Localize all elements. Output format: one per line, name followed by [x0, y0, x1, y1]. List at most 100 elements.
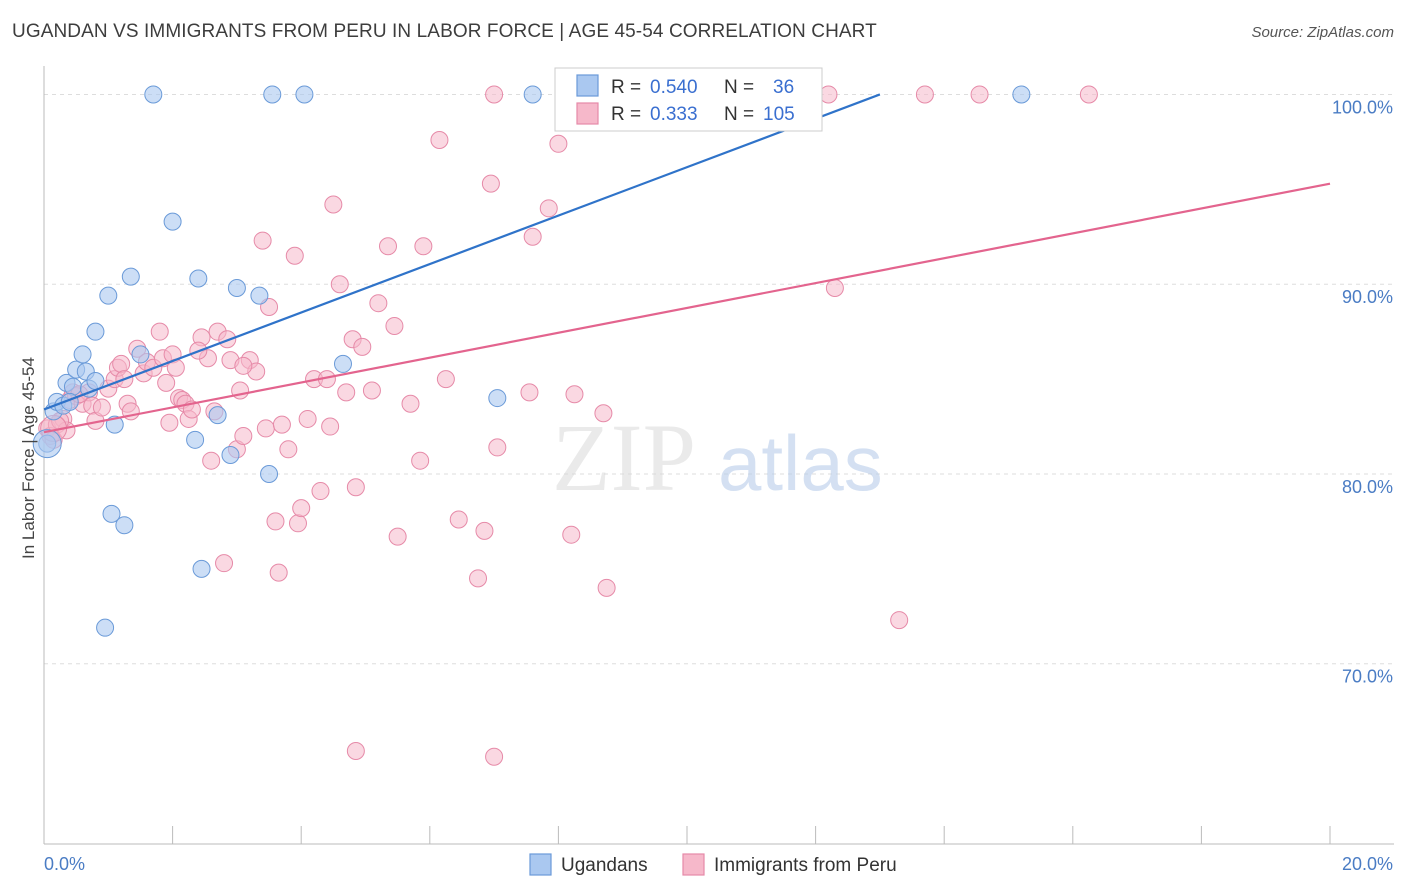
ugandan-point-large	[32, 429, 62, 459]
ugandan-point	[73, 345, 92, 364]
legend-r-label-2: R =	[611, 104, 641, 125]
peru-point	[825, 279, 844, 298]
peru-point	[256, 419, 275, 438]
peru-point	[279, 440, 298, 459]
legend-n-value-2: 105	[763, 104, 795, 125]
watermark-zip: ZIP	[552, 404, 696, 511]
peru-point	[269, 563, 288, 582]
y-axis-label: In Labor Force | Age 45-54	[19, 357, 38, 559]
ugandan-points	[32, 85, 1031, 637]
ugandan-trend-line	[43, 93, 881, 411]
peru-point	[92, 398, 111, 417]
watermark-atlas: atlas	[718, 419, 883, 507]
ugandan-point	[221, 446, 240, 464]
ugandan-point	[63, 377, 82, 396]
trend-lines	[43, 93, 1331, 434]
peru-point	[298, 409, 317, 428]
peru-point	[485, 747, 504, 766]
bottom-legend-swatch-peru	[682, 853, 705, 876]
peru-point	[215, 554, 234, 573]
peru-point	[292, 499, 311, 518]
ugandan-point	[121, 267, 140, 286]
ugandan-point	[186, 430, 205, 449]
peru-point	[272, 415, 291, 434]
peru-point	[311, 482, 330, 501]
peru-point	[388, 527, 407, 546]
peru-point	[469, 569, 488, 588]
peru-point	[253, 231, 272, 250]
y-tick-label: 80.0%	[1342, 477, 1393, 497]
y-tick-label: 100.0%	[1332, 97, 1393, 117]
peru-point	[379, 237, 398, 256]
y-tick-label: 90.0%	[1342, 287, 1393, 307]
peru-point	[321, 417, 340, 436]
ugandan-point	[99, 286, 118, 305]
peru-point	[890, 611, 909, 630]
ugandan-point	[263, 85, 282, 104]
tick-labels: 70.0% 80.0% 90.0% 100.0% 0.0% 20.0%	[44, 97, 1393, 874]
peru-point	[915, 85, 934, 104]
bottom-legend-swatch-ugandans	[529, 853, 552, 876]
peru-point	[401, 394, 420, 413]
bottom-legend: Ugandans Immigrants from Peru	[529, 853, 897, 876]
ugandan-point	[96, 618, 115, 637]
peru-point	[330, 275, 349, 294]
peru-point	[234, 427, 253, 446]
peru-point	[385, 316, 404, 335]
peru-point	[523, 227, 542, 246]
peru-point	[485, 85, 504, 104]
ugandan-point	[523, 85, 542, 104]
peru-point	[369, 294, 388, 313]
peru-point	[549, 134, 568, 153]
x-tick-label: 0.0%	[44, 854, 85, 874]
peru-point	[324, 195, 343, 214]
peru-point	[362, 381, 381, 400]
peru-point	[337, 383, 356, 402]
bottom-legend-peru: Immigrants from Peru	[714, 855, 897, 876]
peru-point	[562, 525, 581, 544]
peru-point	[565, 385, 584, 404]
ugandan-point	[488, 389, 507, 408]
peru-point	[112, 354, 131, 373]
peru-point	[970, 85, 989, 104]
legend-r-label-1: R =	[611, 77, 641, 98]
peru-point	[594, 404, 613, 423]
peru-point	[346, 742, 365, 761]
peru-point	[202, 451, 221, 470]
peru-point	[481, 174, 500, 193]
legend-n-label-1: N =	[724, 77, 754, 98]
ugandan-point	[227, 279, 246, 298]
ugandan-point	[115, 516, 134, 535]
peru-point	[157, 373, 176, 392]
y-tick-label: 70.0%	[1342, 667, 1393, 687]
legend-r-value-2: 0.333	[650, 104, 698, 125]
peru-point	[488, 438, 507, 457]
peru-point	[285, 246, 304, 265]
legend-r-value-1: 0.540	[650, 77, 698, 98]
peru-point	[436, 370, 455, 389]
bottom-legend-ugandans: Ugandans	[561, 855, 648, 876]
peru-point	[597, 578, 616, 597]
peru-point	[234, 356, 253, 375]
source-label: Source: ZipAtlas.com	[1251, 24, 1394, 41]
peru-point	[346, 478, 365, 497]
ugandan-point	[1012, 85, 1031, 104]
peru-point	[411, 451, 430, 470]
ugandan-point	[192, 559, 211, 578]
ugandan-point	[131, 345, 150, 364]
ugandan-point	[163, 212, 182, 231]
peru-point	[539, 199, 558, 218]
ugandan-point	[189, 269, 208, 288]
legend-box: R = 0.540 N = 36 R = 0.333 N = 105	[554, 67, 823, 132]
peru-point	[475, 521, 494, 540]
legend-swatch-ugandans	[576, 74, 599, 97]
peru-point	[414, 237, 433, 256]
grid-lines	[44, 93, 1394, 665]
peru-point	[160, 413, 179, 432]
x-tick-label: 20.0%	[1342, 854, 1393, 874]
peru-point	[266, 512, 285, 531]
peru-point	[430, 131, 449, 150]
legend-n-label-2: N =	[724, 104, 754, 125]
ugandan-point	[86, 322, 105, 341]
